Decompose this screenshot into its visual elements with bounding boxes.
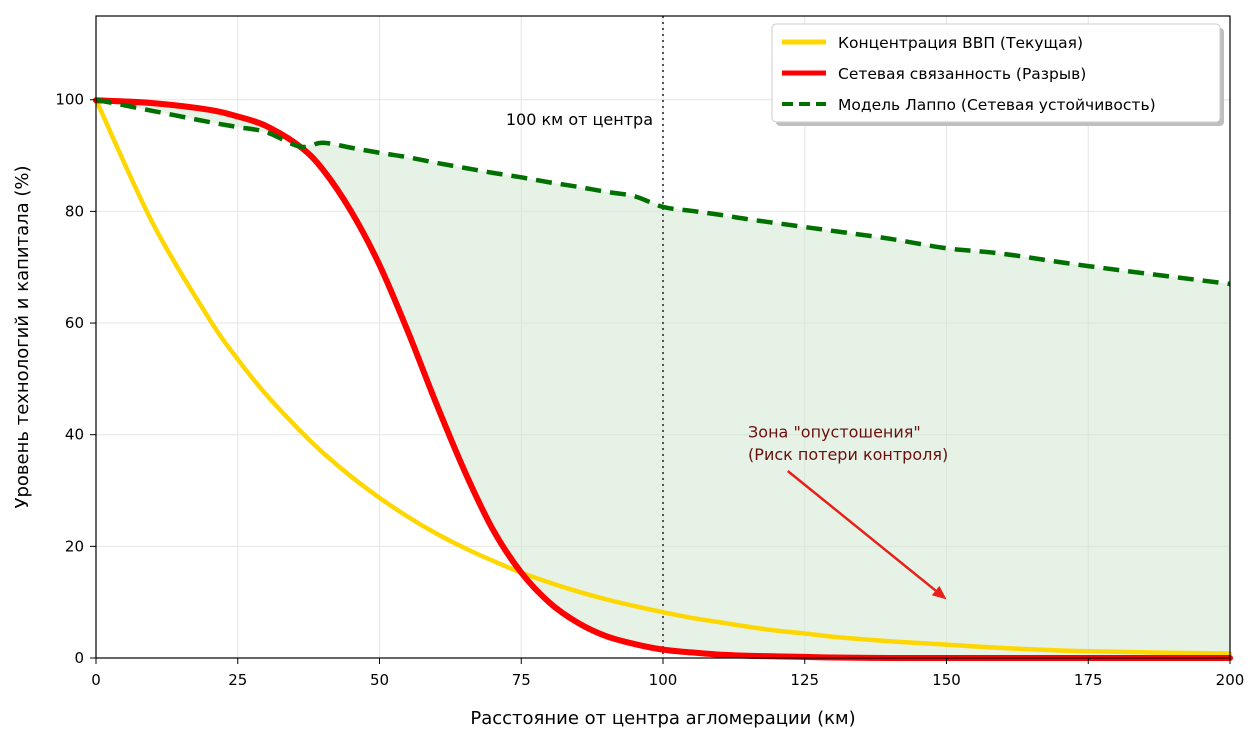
series-line-gdp <box>93 97 1233 656</box>
x-tick-label: 200 <box>1216 671 1245 689</box>
x-tick-label: 125 <box>790 671 819 689</box>
reference-line: 100 км от центра <box>506 16 664 658</box>
legend-label-gdp: Концентрация ВВП (Текущая) <box>838 34 1083 52</box>
annotation-line-2: (Риск потери контроля) <box>748 445 948 464</box>
annotation-line-1: Зона "опустошения" <box>748 422 921 441</box>
x-tick-label: 175 <box>1074 671 1103 689</box>
y-tick-label: 80 <box>65 202 84 220</box>
x-tick-label: 0 <box>91 671 101 689</box>
annotation: Зона "опустошения" (Риск потери контроля… <box>748 422 948 600</box>
fill-area <box>96 99 1230 658</box>
x-tick-label: 25 <box>228 671 247 689</box>
annotation-arrowhead <box>931 585 947 600</box>
legend-label-lappo: Модель Лаппо (Сетевая устойчивость) <box>838 96 1156 114</box>
series-line-lappo <box>95 97 1231 287</box>
y-tick-label: 0 <box>74 649 84 667</box>
legend-box <box>771 23 1221 123</box>
x-tick-label: 50 <box>370 671 389 689</box>
annotation-arrow <box>786 470 937 592</box>
axis-ticks: 0 25 50 75 100 125 150 175 200 0 20 40 60 80 100 <box>55 91 1244 689</box>
y-tick-label: 20 <box>65 537 84 555</box>
y-tick-label: 40 <box>65 426 84 444</box>
y-tick-label: 60 <box>65 314 84 332</box>
vline-label: 100 км от центра <box>506 110 653 129</box>
y-tick-label: 100 <box>55 91 84 109</box>
x-tick-label: 75 <box>512 671 531 689</box>
x-tick-label: 150 <box>932 671 961 689</box>
legend: Концентрация ВВП (Текущая) Сетевая связа… <box>771 23 1224 126</box>
fill-between-network-lappo <box>96 99 1230 658</box>
x-axis-label: Расстояние от центра агломерации (км) <box>470 708 855 729</box>
y-axis-label: Уровень технологий и капитала (%) <box>12 166 33 509</box>
x-tick-label: 100 <box>649 671 678 689</box>
legend-label-network: Сетевая связанность (Разрыв) <box>838 65 1086 83</box>
